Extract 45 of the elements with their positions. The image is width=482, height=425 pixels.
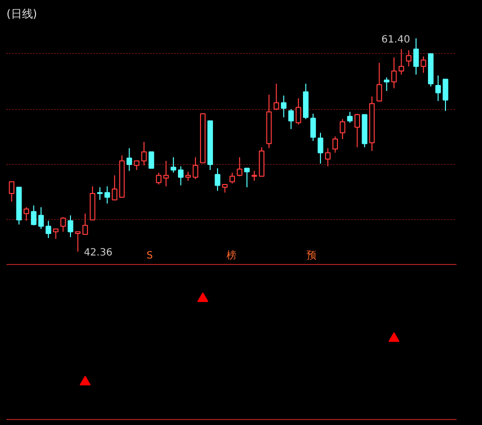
- candlestick: [82, 213, 88, 235]
- candlestick: [68, 214, 74, 238]
- candlestick: [178, 166, 184, 186]
- candlestick: [310, 113, 316, 142]
- candlestick: [75, 231, 81, 252]
- candlestick: [398, 48, 404, 76]
- candlestick: [318, 132, 324, 164]
- candlestick: [280, 95, 286, 118]
- candlestick: [52, 228, 59, 240]
- candlestick: [413, 38, 419, 76]
- candlestick: [325, 148, 331, 167]
- candlestick: [97, 186, 103, 200]
- candlestick: [252, 170, 258, 182]
- candlestick: [354, 113, 360, 148]
- candlestick: [296, 98, 302, 126]
- chart-title: (日线): [6, 8, 38, 20]
- candlestick: [30, 204, 36, 226]
- candlestick: [24, 206, 30, 222]
- candlestick: [156, 172, 162, 185]
- candlestick: [163, 160, 169, 187]
- candlestick: [420, 56, 426, 74]
- candlestick: [104, 186, 110, 204]
- candlestick: [126, 148, 132, 172]
- candlestick: [376, 62, 382, 102]
- candlestick: [229, 172, 236, 184]
- candlestick: [244, 168, 250, 188]
- candlestick: [214, 168, 220, 192]
- candlestick: [391, 56, 397, 89]
- annotation: 42.36: [84, 248, 112, 259]
- candlestick: [384, 76, 390, 92]
- annotation: 61.40: [381, 34, 410, 46]
- candlestick: [170, 156, 176, 174]
- candlestick: [406, 50, 412, 67]
- annotation: S: [146, 250, 153, 262]
- annotation: 榜: [226, 250, 236, 262]
- annotation: 预: [306, 250, 316, 262]
- candlestick: [347, 111, 353, 124]
- candlestick: [288, 108, 294, 130]
- candlestick: [274, 83, 280, 111]
- candlestick: [60, 216, 66, 232]
- candlestick: [8, 181, 14, 202]
- candlestick: [148, 151, 154, 169]
- candlestick: [340, 118, 346, 140]
- candlestick: [236, 156, 242, 177]
- candlestick: [332, 136, 338, 154]
